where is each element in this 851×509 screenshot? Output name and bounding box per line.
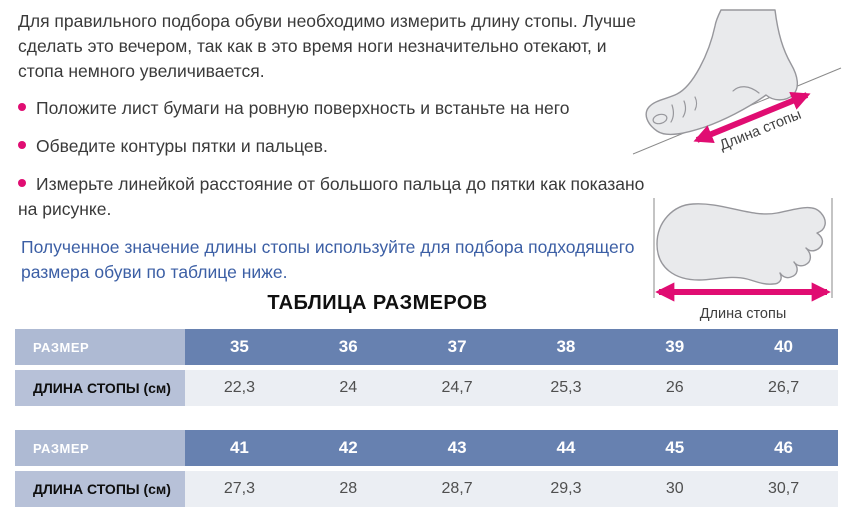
instruction-step-text: Положите лист бумаги на ровную поверхнос… (36, 98, 570, 118)
size-value: 43 (402, 430, 512, 466)
size-value: 36 (293, 329, 403, 365)
length-row-header: ДЛИНА СТОПЫ (см) (15, 471, 185, 507)
foot-sole-view-illustration: Длина стопы (653, 198, 833, 322)
length-value: 28,7 (402, 471, 512, 507)
size-table-41-46: РАЗМЕР 41 42 43 44 45 46 ДЛИНА СТОПЫ (см… (15, 430, 838, 507)
length-value: 24 (293, 370, 403, 406)
arch-detail (732, 86, 760, 94)
foot-side-view-figure: Длина стопы (625, 6, 849, 178)
size-value: 45 (620, 430, 730, 466)
length-value: 26,7 (729, 370, 838, 406)
length-data-row: ДЛИНА СТОПЫ (см) 22,3 24 24,7 25,3 26 26… (15, 370, 838, 406)
intro-paragraph: Для правильного подбора обуви необходимо… (18, 11, 636, 81)
length-row-header: ДЛИНА СТОПЫ (см) (15, 370, 185, 406)
figures-column: Длина стопы Длина стопы (625, 6, 849, 324)
size-row-header: РАЗМЕР (15, 329, 185, 365)
instructions-column: Для правильного подбора обуви необходимо… (0, 0, 645, 285)
length-value: 25,3 (511, 370, 621, 406)
instruction-step-1: Положите лист бумаги на ровную поверхнос… (18, 96, 645, 121)
length-value: 22,3 (185, 370, 294, 406)
size-value: 35 (185, 329, 294, 365)
foot-length-arrow (693, 91, 811, 144)
length-value: 29,3 (511, 471, 621, 507)
size-value: 44 (511, 430, 621, 466)
size-header-row: РАЗМЕР 35 36 37 38 39 40 (15, 329, 838, 365)
length-value: 27,3 (185, 471, 294, 507)
foot-sole-shape (656, 203, 826, 285)
length-value: 26 (620, 370, 730, 406)
length-value: 28 (293, 471, 403, 507)
size-value: 40 (729, 329, 838, 365)
size-value: 46 (729, 430, 838, 466)
instruction-step-2: Обведите контуры пятки и пальцев. (18, 134, 645, 159)
toe-crease-detail (670, 104, 674, 123)
toe-crease-detail (682, 100, 686, 118)
size-value: 39 (620, 329, 730, 365)
size-table-35-40: РАЗМЕР 35 36 37 38 39 40 ДЛИНА СТОПЫ (см… (15, 329, 838, 406)
instruction-step-text: Обведите контуры пятки и пальцев. (36, 136, 328, 156)
bullet-icon (18, 179, 26, 188)
size-value: 42 (293, 430, 403, 466)
foot-side-shape (645, 9, 798, 136)
instruction-step-3: Измерьте линейкой расстояние от большого… (18, 172, 645, 222)
bullet-icon (18, 141, 26, 150)
size-value: 38 (511, 329, 621, 365)
length-value: 30 (620, 471, 730, 507)
toenail-detail (652, 113, 668, 125)
note-paragraph: Полученное значение длины стопы использу… (21, 237, 635, 282)
bullet-icon (18, 103, 26, 112)
size-header-row: РАЗМЕР 41 42 43 44 45 46 (15, 430, 838, 466)
foot-side-view-illustration: Длина стопы (632, 9, 842, 155)
foot-length-label: Длина стопы (700, 306, 787, 322)
length-value: 24,7 (402, 370, 512, 406)
length-value: 30,7 (729, 471, 838, 507)
foot-sole-view-figure: Длина стопы (647, 192, 849, 324)
length-data-row: ДЛИНА СТОПЫ (см) 27,3 28 28,7 29,3 30 30… (15, 471, 838, 507)
instruction-step-text: Измерьте линейкой расстояние от большого… (18, 174, 645, 219)
size-value: 37 (402, 329, 512, 365)
size-value: 41 (185, 430, 294, 466)
size-table-title: ТАБЛИЦА РАЗМЕРОВ (267, 292, 488, 314)
size-row-header: РАЗМЕР (15, 430, 185, 466)
